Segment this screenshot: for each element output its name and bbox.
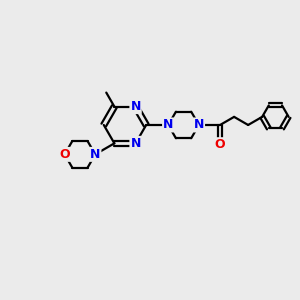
Text: O: O bbox=[215, 138, 225, 151]
Text: N: N bbox=[163, 118, 173, 131]
Text: N: N bbox=[130, 100, 141, 113]
Text: N: N bbox=[90, 148, 101, 161]
Text: O: O bbox=[59, 148, 70, 161]
Text: N: N bbox=[194, 118, 204, 131]
Text: N: N bbox=[130, 137, 141, 150]
